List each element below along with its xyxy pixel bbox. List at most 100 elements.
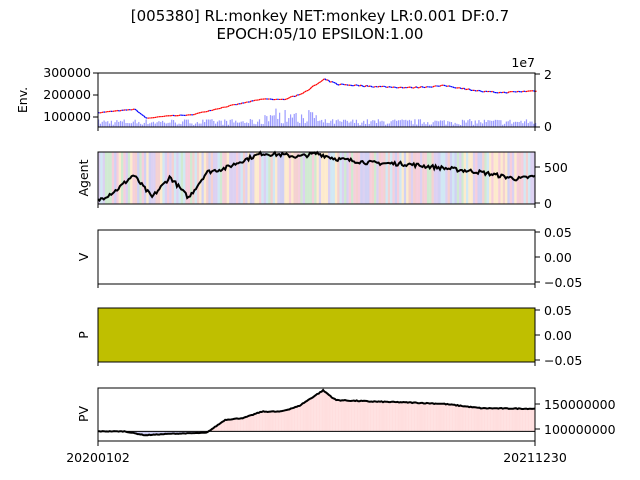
action-stripe (433, 152, 437, 204)
action-stripe (472, 152, 476, 204)
volume-bar (326, 122, 328, 127)
volume-bar (401, 119, 403, 127)
price-candle (373, 85, 376, 88)
volume-bar (441, 120, 443, 127)
pv-area-slice (362, 400, 364, 432)
price-candle (324, 78, 327, 81)
volume-bar (160, 121, 162, 127)
volume-bar (295, 112, 297, 127)
price-candle (327, 79, 331, 83)
price-candle (501, 91, 504, 94)
price-candle (401, 86, 404, 89)
pv-area-slice (421, 402, 423, 432)
price-candle (474, 89, 477, 92)
pv-area-slice (397, 401, 400, 432)
pv-area-slice (295, 406, 297, 432)
price-candle (200, 111, 203, 114)
price-candle (424, 86, 428, 89)
action-stripe (530, 152, 533, 204)
action-stripe (431, 152, 434, 204)
pv-area-slice (345, 399, 347, 432)
pv-area-slice (404, 402, 407, 432)
price-candle (468, 88, 472, 91)
pv-area-slice (254, 413, 256, 432)
action-stripe (489, 152, 492, 204)
volume-bar (405, 119, 407, 127)
action-stripe (406, 152, 409, 204)
volume-bar (368, 123, 370, 127)
pv-area-slice (236, 418, 239, 432)
volume-bar (492, 120, 495, 127)
volume-bar (236, 122, 239, 127)
action-stripe (116, 152, 119, 204)
action-stripe (353, 152, 356, 204)
pv-area-slice (385, 401, 388, 432)
action-stripe (265, 152, 269, 204)
pv-area-slice (349, 400, 351, 432)
pv-area-slice (314, 395, 316, 432)
action-stripe (139, 152, 142, 204)
pv-area-slice (375, 401, 378, 432)
pv-area-slice (244, 417, 246, 432)
action-stripe (321, 152, 324, 204)
pv-area-slice (248, 415, 250, 432)
pv-area-slice (229, 419, 231, 432)
volume-bar (202, 119, 204, 127)
action-stripe (447, 152, 450, 204)
price-candle (240, 102, 243, 105)
pv-area-slice (302, 402, 305, 432)
price-candle (141, 114, 144, 117)
price-candle (350, 84, 353, 87)
volume-bar (407, 120, 409, 127)
volume-bar (366, 119, 368, 127)
pv-area-slice (469, 406, 471, 432)
env-ylabel: Env. (15, 87, 30, 113)
action-stripe (397, 152, 400, 204)
pv-area-slice (225, 419, 227, 432)
volume-bar (381, 120, 383, 127)
action-stripe (380, 152, 384, 204)
action-stripe (436, 152, 439, 204)
price-candle (359, 84, 362, 87)
action-stripe (387, 152, 391, 204)
pv-area-slice (270, 411, 272, 432)
volume-bar (377, 119, 379, 127)
volume-bar (257, 121, 259, 127)
action-stripe (463, 152, 467, 204)
volume-bar (339, 121, 341, 127)
pv-area-slice (460, 405, 462, 432)
volume-bar (531, 121, 533, 127)
price-candle (315, 83, 318, 86)
volume-bar (145, 119, 147, 127)
pv-area-slice (235, 418, 237, 432)
volume-bar (502, 124, 504, 127)
volume-bar (306, 121, 308, 127)
action-stripe (176, 152, 179, 204)
v-frame (97, 229, 536, 285)
pv-area-slice (377, 401, 379, 432)
pv-area-slice (441, 403, 443, 432)
price-candle (375, 85, 378, 88)
volume-bar (110, 120, 112, 127)
volume-bar (151, 122, 153, 127)
volume-bar (308, 110, 310, 127)
pv-area-slice (241, 418, 243, 432)
action-stripe (233, 152, 237, 204)
env-y2tick-label: 2 (544, 67, 552, 82)
volume-bar (280, 123, 283, 127)
pv-area-slice (517, 408, 519, 432)
pv-area-slice (267, 411, 269, 432)
volume-bar (472, 124, 475, 127)
pv-area-slice (343, 399, 345, 432)
action-stripe (470, 152, 473, 204)
pv-area-slice (326, 392, 328, 432)
volume-bar (518, 122, 520, 127)
price-candle (317, 82, 320, 85)
volume-bar (335, 120, 337, 127)
action-stripe (125, 152, 128, 204)
action-stripe (102, 152, 105, 204)
action-stripe (118, 152, 122, 204)
action-stripe (452, 152, 455, 204)
action-stripe (362, 152, 365, 204)
action-stripe (146, 152, 149, 204)
